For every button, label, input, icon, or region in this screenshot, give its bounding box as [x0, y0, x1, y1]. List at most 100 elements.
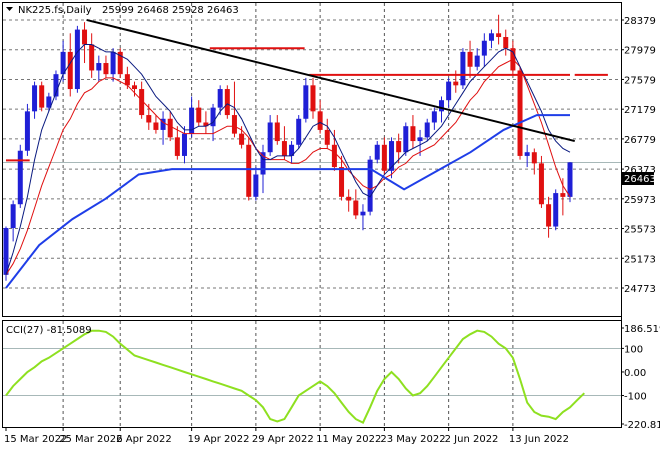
candle-body [96, 63, 102, 71]
candle-body [560, 193, 566, 197]
candle-body [353, 200, 359, 216]
candle-body [360, 211, 366, 216]
candle-body [124, 74, 130, 86]
cci-label: 186.5198 [624, 324, 660, 335]
indicator-lines [5, 18, 608, 289]
candle-body [24, 111, 30, 151]
candle-body [260, 152, 266, 175]
candle-body [417, 137, 423, 142]
candle-body [253, 174, 259, 197]
candle-body [503, 37, 509, 49]
candle-body [139, 89, 145, 116]
candle-body [296, 118, 302, 145]
candle-body [374, 144, 380, 160]
candle-body [496, 33, 502, 38]
date-label: 11 May 2022 [316, 434, 381, 445]
candle-body [103, 63, 109, 75]
current-price-box [622, 172, 654, 185]
price-label: 27179 [624, 105, 656, 116]
candle-body [381, 144, 387, 171]
candle-body [17, 150, 23, 205]
slow-ma-line [5, 58, 571, 276]
candle-body [46, 96, 52, 108]
trendline [86, 18, 575, 143]
candle-body [281, 141, 287, 156]
candle-body [431, 111, 437, 123]
candle-body [224, 89, 230, 116]
candle-body [74, 29, 80, 90]
candle-body [460, 51, 466, 86]
price-label: 26779 [624, 135, 656, 146]
date-label: 6 Apr 2022 [116, 434, 171, 445]
candlestick-series [3, 14, 573, 281]
price-label: 25173 [624, 254, 656, 265]
candle-body [210, 107, 216, 127]
candle-body [32, 85, 38, 112]
price-label: 27979 [624, 46, 656, 57]
cci-pane-frame [2, 320, 622, 428]
candle-body [289, 144, 295, 156]
candle-body [267, 122, 273, 153]
candle-body [396, 141, 402, 153]
candle-body [39, 85, 45, 108]
date-label: 13 Jun 2022 [509, 434, 569, 445]
candle-body [453, 81, 459, 86]
candle-body [389, 141, 395, 171]
candle-body [367, 159, 373, 212]
candle-body [438, 100, 444, 112]
price-label: 28379 [624, 16, 656, 27]
candle-body [517, 70, 523, 156]
lower-channel-line [5, 114, 570, 289]
candle-body [153, 122, 159, 130]
candle-body [346, 196, 352, 201]
candle-body [82, 29, 88, 45]
candle-body [410, 126, 416, 142]
cci-label: -100 [624, 392, 647, 403]
candle-body [196, 107, 202, 123]
candle-body [189, 107, 195, 134]
candle-body [246, 144, 252, 197]
candle-body [488, 33, 494, 41]
candle-body [424, 122, 430, 138]
candle-body [117, 51, 123, 75]
date-label: 23 May 2022 [380, 434, 445, 445]
candle-body [146, 115, 152, 123]
price-label: 24773 [624, 284, 656, 295]
cci-indicator [3, 329, 621, 424]
date-label: 25 Mar 2022 [59, 434, 122, 445]
candle-body [53, 74, 59, 97]
candle-body [181, 133, 187, 156]
candle-body [10, 204, 16, 229]
price-axis-labels: 28379 27979 27579 27179 26779 26373 25973 25573… [621, 16, 656, 295]
candle-body [231, 115, 237, 134]
cci-line [5, 329, 585, 424]
candle-body [324, 129, 330, 145]
vertical-gridlines [62, 3, 514, 427]
candle-body [467, 51, 473, 67]
date-label: 19 Apr 2022 [188, 434, 250, 445]
symbol-label: NK225.fs,Daily [18, 5, 92, 16]
dropdown-triangle-icon[interactable] [6, 7, 13, 11]
price-label: 27579 [624, 75, 656, 86]
cci-label: 0.00 [624, 368, 646, 379]
candle-body [203, 122, 209, 127]
candle-body [110, 51, 116, 75]
candle-body [446, 81, 452, 101]
candle-body [553, 193, 559, 227]
candle-body [474, 55, 480, 67]
candle-body [167, 118, 173, 138]
candle-body [524, 152, 530, 156]
price-label: 25573 [624, 225, 656, 236]
candle-body [60, 51, 66, 75]
candle-body [217, 89, 223, 108]
candle-body [339, 167, 345, 197]
candle-body [481, 40, 487, 56]
date-label: 15 Mar 2022 [4, 434, 67, 445]
candle-body [3, 228, 9, 275]
candle-body [239, 133, 245, 145]
candle-body [89, 44, 95, 71]
candle-body [538, 163, 544, 205]
candle-body [160, 118, 166, 130]
candle-body [67, 51, 73, 90]
